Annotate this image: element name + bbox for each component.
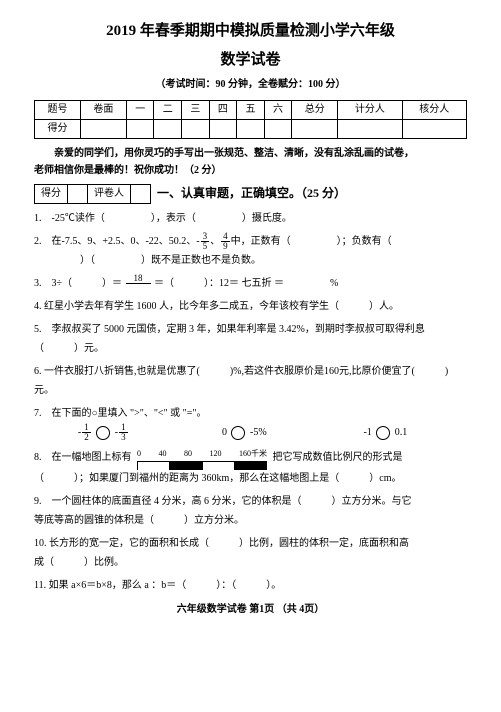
question-2: 2. 在-7.5、9、+2.5、0、-22、50.2、-35、49中，正数有（ ）… — [34, 232, 467, 270]
ruler-seg — [203, 462, 235, 470]
score-header: 三 — [182, 101, 210, 120]
score-cell — [402, 120, 466, 139]
score-header: 核分人 — [402, 101, 466, 120]
q-text: ＝（ ）：12＝ 七五折 ＝ — [154, 278, 284, 289]
scale-ruler: 0 40 80 120 160千米 — [137, 446, 267, 469]
score-header: 四 — [209, 101, 237, 120]
ruler-label: 160千米 — [239, 446, 267, 461]
intro-line: 亲爱的同学们，用你灵巧的手写出一张规范、整洁、清晰，没有乱涂乱画的试卷， — [54, 148, 414, 159]
compare-circle — [96, 426, 110, 440]
q-text: （ ）元。 — [34, 343, 104, 354]
page-footer: 六年级数学试卷 第1页 （共 4页） — [34, 601, 467, 619]
q-text: -5% — [250, 427, 267, 438]
score-header: 卷面 — [80, 101, 126, 120]
mini-cell — [131, 184, 151, 203]
question-11: 11. 如果 a×6＝b×8，那么 a ：b＝（ ）：（ ）。 — [34, 576, 467, 595]
section-heading: 一、认真审题，正确填空。（25 分） — [157, 183, 346, 205]
q-text: 元。 — [34, 385, 54, 396]
score-cell — [182, 120, 210, 139]
score-cell — [80, 120, 126, 139]
q-text: 0 — [222, 427, 227, 438]
q-text: 5. 李叔叔买了 5000 元国债，定期 3 年，如果年利率是 3.42%，到期… — [34, 324, 425, 335]
q-text: 6. 一件衣服打八折销售,也就是优惠了( )%,若这件衣服原价是160元,比原价… — [34, 366, 448, 377]
score-header: 二 — [154, 101, 182, 120]
question-4: 4. 红星小学去年有学生 1600 人，比今年多二成五，今年该校有学生（ ）人。 — [34, 297, 467, 316]
q-text: 等底等高的圆锥的体积是（ ）立方分米。 — [34, 515, 244, 526]
fraction: 12 — [82, 423, 91, 442]
question-8: 8. 在一幅地图上标有 0 40 80 120 160千米 把它写成数值比例尺的… — [34, 446, 467, 488]
q-text: 1. -25℃读作（ — [34, 213, 105, 224]
question-6: 6. 一件衣服打八折销售,也就是优惠了( )%,若这件衣服原价是160元,比原价… — [34, 362, 467, 400]
q-text: ）既不是正数也不是负数。 — [141, 255, 261, 266]
page-title: 2019 年春季期期中模拟质量检测小学六年级 — [34, 18, 467, 45]
q-text: 7. 在下面的○里填入 ">"、"<" 或 "="。 — [34, 408, 206, 419]
question-10: 10. 长方形的宽一定，它的面积和长成（ ）比例，圆柱的体积一定，底面积和高 成… — [34, 534, 467, 572]
score-table: 题号 卷面 一 二 三 四 五 六 总分 计分人 核分人 得分 — [34, 100, 467, 139]
section-score-table: 得分 评卷人 — [34, 184, 151, 204]
ruler-seg — [137, 462, 170, 470]
q-text: 9. 一个圆柱体的底面直径 4 分米，高 6 分米，它的体积是（ ）立方分米。与… — [34, 496, 412, 507]
q-text: 成（ ）比例。 — [34, 557, 124, 568]
question-9: 9. 一个圆柱体的底面直径 4 分米，高 6 分米，它的体积是（ ）立方分米。与… — [34, 492, 467, 530]
mini-cell — [68, 184, 88, 203]
ruler-label: 0 — [137, 446, 141, 461]
question-3: 3. 3÷（ ）＝ 18 ＝（ ）：12＝ 七五折 ＝% — [34, 274, 467, 293]
score-header: 题号 — [35, 101, 81, 120]
q-text: 2. 在-7.5、9、+2.5、0、-22、50.2、- — [34, 236, 200, 247]
q-text: （ ）；如果厦门到福州的距离为 360km，那么在这幅地图上是（ ）cm。 — [34, 473, 402, 484]
score-header: 六 — [264, 101, 292, 120]
fraction: 13 — [119, 423, 128, 442]
ruler-label: 120 — [210, 446, 222, 461]
question-1: 1. -25℃读作（ ），表示（ ）摄氏度。 — [34, 209, 467, 228]
q-text: 0.1 — [395, 427, 408, 438]
fraction: 49 — [221, 232, 230, 251]
score-header: 总分 — [292, 101, 338, 120]
q-text: 3. 3÷（ ）＝ — [34, 278, 122, 289]
q-text: ）；负数有（ — [337, 236, 392, 247]
score-cell — [126, 120, 154, 139]
q-text: 、 — [210, 236, 220, 247]
score-cell — [209, 120, 237, 139]
exam-info: （考试时间：90 分钟，全卷赋分：100 分） — [34, 76, 467, 94]
q-text: 把它写成数值比例尺的形式是 — [273, 452, 403, 463]
ruler-seg — [235, 462, 267, 470]
q-text: -1 — [363, 427, 371, 438]
table-row: 题号 卷面 一 二 三 四 五 六 总分 计分人 核分人 — [35, 101, 467, 120]
q-text: 8. 在一幅地图上标有 — [34, 452, 132, 463]
page-subtitle: 数学试卷 — [34, 47, 467, 74]
intro-line: 老师相信你是最棒的！祝你成功！（2 分） — [34, 162, 222, 179]
table-row: 得分 — [35, 120, 467, 139]
fraction: 18 — [126, 274, 151, 293]
score-cell — [237, 120, 265, 139]
compare-circle — [376, 426, 390, 440]
score-header: 五 — [237, 101, 265, 120]
intro-text: 亲爱的同学们，用你灵巧的手写出一张规范、整洁、清晰，没有乱涂乱画的试卷， 老师相… — [34, 145, 467, 179]
score-cell — [338, 120, 402, 139]
q-text: 10. 长方形的宽一定，它的面积和长成（ ）比例，圆柱的体积一定，底面积和高 — [34, 538, 409, 549]
score-label: 得分 — [35, 120, 81, 139]
fraction: 35 — [201, 232, 210, 251]
score-header: 一 — [126, 101, 154, 120]
score-cell — [264, 120, 292, 139]
q-text: % — [330, 278, 338, 289]
q-text: ）摄氏度。 — [242, 213, 292, 224]
mini-cell: 得分 — [35, 184, 68, 203]
score-cell — [292, 120, 338, 139]
q-text: ），表示（ — [151, 213, 196, 224]
ruler-label: 80 — [184, 446, 192, 461]
mini-cell: 评卷人 — [88, 184, 131, 203]
q-text: 中，正数有（ — [231, 236, 291, 247]
score-header: 计分人 — [338, 101, 402, 120]
question-7: 7. 在下面的○里填入 ">"、"<" 或 "="。 -12 -13 0 -5%… — [34, 404, 467, 442]
ruler-label: 40 — [159, 446, 167, 461]
question-5: 5. 李叔叔买了 5000 元国债，定期 3 年，如果年利率是 3.42%，到期… — [34, 320, 467, 358]
ruler-seg — [170, 462, 202, 470]
score-cell — [154, 120, 182, 139]
compare-circle — [231, 426, 245, 440]
